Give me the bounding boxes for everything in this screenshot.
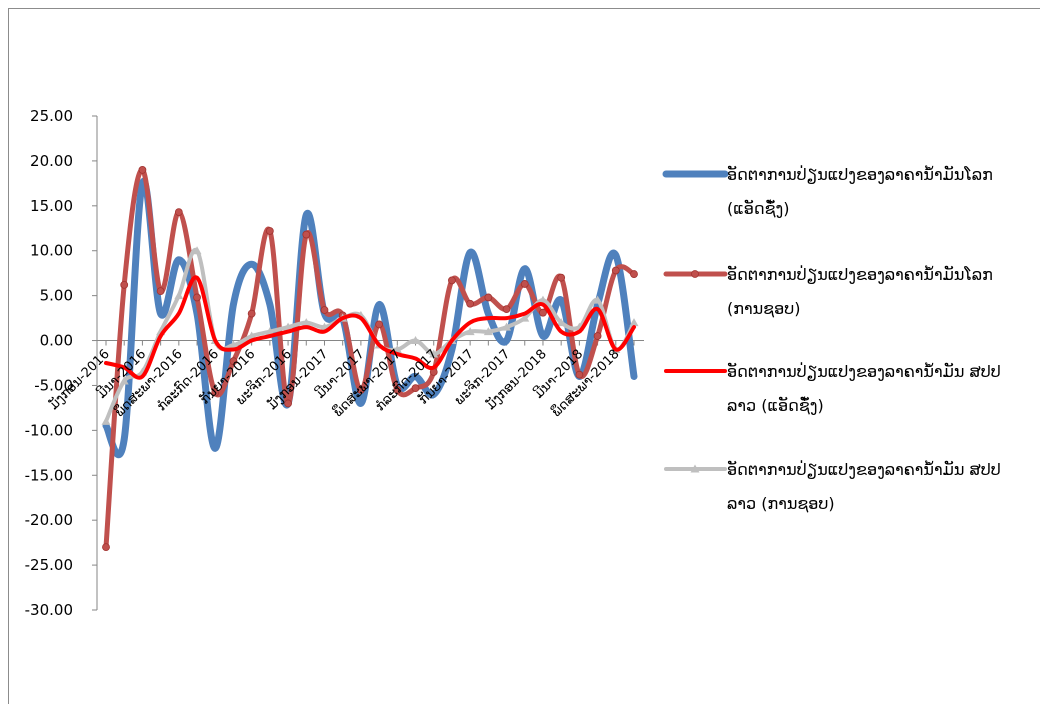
series-2-point <box>121 281 128 288</box>
series-2-point <box>303 231 310 238</box>
y-tick-label: 0.00 <box>40 332 73 350</box>
legend-label: ອັດຕາການປ່ຽນແປງຂອງລາຄານ້ຳມັນ ສປປ <box>727 460 1001 479</box>
x-tick-layer: ມັງກອນ-2016ມີນາ-2016ພຶດສະພາ-2016ກໍລະກົດ-… <box>47 346 623 420</box>
series-2-point <box>175 209 182 216</box>
series-2-point <box>412 385 419 392</box>
legend-item-2: ອັດຕາການປ່ຽນແປງຂອງລາຄານ້ຳມັນໂລກ (ການຊອບ) <box>666 265 993 318</box>
y-tick-label: -30.00 <box>25 601 73 619</box>
series-2-point <box>521 280 528 287</box>
legend-label: (ການຊອບ) <box>727 299 800 318</box>
y-tick-label: 5.00 <box>40 287 73 305</box>
y-tick-label: 15.00 <box>30 197 73 215</box>
y-tick-label: -20.00 <box>25 511 73 529</box>
series-2-point <box>139 166 146 173</box>
series-2-point <box>266 227 273 234</box>
series-2-line <box>106 170 634 547</box>
series-2-point <box>467 300 474 307</box>
series-2-point <box>376 321 383 328</box>
legend-label: ລາວ (ແອັດຊັ໋ງ) <box>727 396 824 415</box>
y-tick-label: 25.00 <box>30 107 73 125</box>
series-2-point <box>612 267 619 274</box>
series-2-point <box>503 306 510 313</box>
legend-label: ລາວ (ການຊອບ) <box>727 494 835 513</box>
legend-marker <box>692 271 699 278</box>
series-2-point <box>594 333 601 340</box>
y-tick-label: -25.00 <box>25 556 73 574</box>
series-2-point <box>157 288 164 295</box>
legend-label: ອັດຕາການປ່ຽນແປງຂອງລາຄານ້ຳມັນໂລກ <box>727 265 993 284</box>
series-2-point <box>248 310 255 317</box>
y-tick-label: 10.00 <box>30 242 73 260</box>
series-2-point <box>194 294 201 301</box>
series-2-point <box>539 309 546 316</box>
legend-label: ອັດຕາການປ່ຽນແປງຂອງລາຄານ້ຳມັນ ສປປ <box>727 362 1001 381</box>
series-2-point <box>631 271 638 278</box>
series-4-point <box>630 318 639 326</box>
series-2-point <box>321 307 328 314</box>
y-tick-label: -10.00 <box>25 421 73 439</box>
series-2-point <box>448 277 455 284</box>
series-2-point <box>485 294 492 301</box>
legend-label: (ແອັດຊັ໋ງ) <box>727 199 790 218</box>
legend: ອັດຕາການປ່ຽນແປງຂອງລາຄານ້ຳມັນໂລກ (ແອັດຊັ໋ງ… <box>666 165 1001 513</box>
y-tick-label: -15.00 <box>25 466 73 484</box>
series-2-point <box>558 274 565 281</box>
legend-item-1: ອັດຕາການປ່ຽນແປງຂອງລາຄານ້ຳມັນໂລກ (ແອັດຊັ໋ງ… <box>666 165 993 218</box>
series-2-point <box>103 544 110 551</box>
y-tick-label: 20.00 <box>30 152 73 170</box>
legend-label: ອັດຕາການປ່ຽນແປງຂອງລາຄານ້ຳມັນໂລກ <box>727 165 993 184</box>
